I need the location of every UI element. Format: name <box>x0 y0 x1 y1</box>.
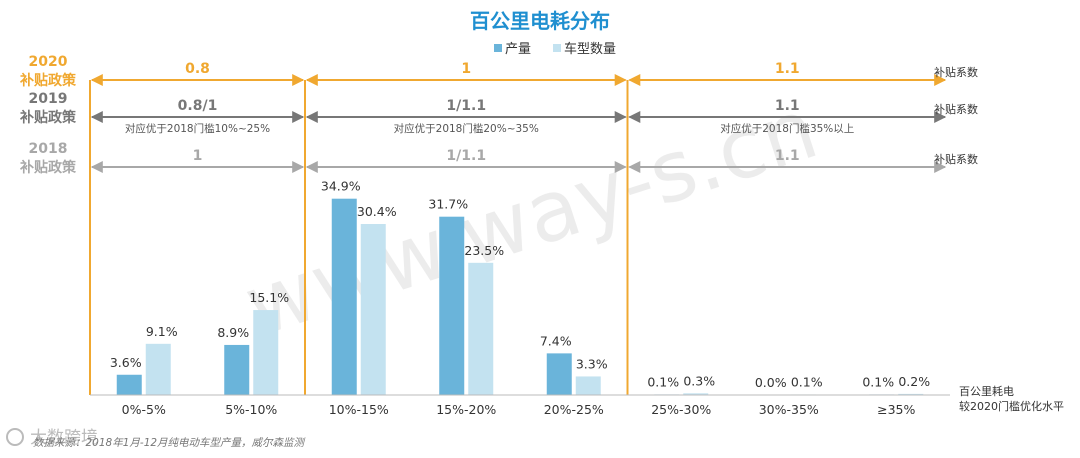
policy-coef-2019-3: 1.1 <box>775 98 800 114</box>
policy-coef-2020-2: 1 <box>461 61 471 77</box>
x-tick-label-5: 20%-25% <box>544 402 604 417</box>
source-note: 数据来源：2018年1月-12月纯电动车型产量，威尔森监测 <box>33 437 306 449</box>
data-label-model-count-4: 23.5% <box>464 243 504 258</box>
watermark-text: www.way-s.cn <box>234 79 829 356</box>
data-label-model-count-2: 15.1% <box>249 290 289 305</box>
policy-coef-2018-2: 1/1.1 <box>446 148 486 164</box>
policy-coef-2020-1: 0.8 <box>185 61 210 77</box>
policy-name-2019: 补贴政策 <box>19 109 77 126</box>
data-label-production-3: 34.9% <box>321 179 361 194</box>
bar-model-count-8 <box>898 393 924 395</box>
coef-label-2019: 补贴系数 <box>934 102 978 116</box>
bar-production-4 <box>439 216 465 395</box>
data-label-model-count-7: 0.1% <box>791 374 823 389</box>
chart-title: 百公里电耗分布 <box>470 9 610 33</box>
legend-label-production: 产量 <box>505 42 531 57</box>
policy-rows: 2020 补贴政策 0.8 1 1.1 补贴系数 2019 补贴政策 0.8/1 对应优于2018… <box>19 54 978 176</box>
x-tick-label-4: 15%-20% <box>436 402 496 417</box>
data-label-production-7: 0.0% <box>755 375 787 390</box>
policy-year-2019: 2019 <box>29 91 68 107</box>
policy-name-2018: 补贴政策 <box>19 159 77 176</box>
x-tick-label-8: ≥35% <box>877 402 915 417</box>
x-tick-label-6: 25%-30% <box>651 402 711 417</box>
logo-icon <box>6 428 24 446</box>
bar-model-count-5 <box>575 376 601 395</box>
policy-year-2018: 2018 <box>29 141 68 157</box>
x-tick-label-7: 30%-35% <box>759 402 819 417</box>
x-tick-label-1: 0%-5% <box>122 402 166 417</box>
bar-model-count-6 <box>683 393 709 395</box>
data-label-production-6: 0.1% <box>647 374 679 389</box>
data-label-model-count-1: 9.1% <box>146 324 178 339</box>
data-label-production-8: 0.1% <box>862 374 894 389</box>
bar-model-count-1 <box>145 343 171 395</box>
data-label-model-count-8: 0.2% <box>898 374 930 389</box>
legend-label-model-count: 车型数量 <box>564 41 616 57</box>
x-tick-label-3: 10%-15% <box>329 402 389 417</box>
policy-coef-2020-3: 1.1 <box>775 61 800 77</box>
policy-dividers <box>89 80 629 395</box>
policy-name-2020: 补贴政策 <box>19 72 77 89</box>
data-label-model-count-6: 0.3% <box>683 373 715 388</box>
legend: 产量 车型数量 <box>494 41 616 57</box>
bar-series: 3.6% 9.1% 8.9% 15.1% 34.9% 30.4% 31.7% 23.5% 7.4… <box>110 179 930 395</box>
legend-swatch-production <box>494 44 502 52</box>
x-tick-label-2: 5%-10% <box>225 402 277 417</box>
policy-note-2019-2: 对应优于2018门槛20%~35% <box>394 122 539 135</box>
bar-production-5 <box>546 353 572 395</box>
bar-production-3 <box>331 198 357 395</box>
bar-model-count-2 <box>253 310 279 395</box>
data-label-production-2: 8.9% <box>217 325 249 340</box>
policy-coef-2018-1: 1 <box>193 148 203 164</box>
policy-coef-2019-1: 0.8/1 <box>178 98 218 114</box>
x-axis-tick-labels: 0%-5% 5%-10% 10%-15% 15%-20% 20%-25% 25%-30% 3… <box>122 402 916 417</box>
logo-text: 大数跨境 <box>30 428 98 448</box>
policy-coef-2019-2: 1/1.1 <box>446 98 486 114</box>
legend-swatch-model-count <box>553 44 561 52</box>
data-label-production-1: 3.6% <box>110 355 142 370</box>
data-label-production-5: 7.4% <box>540 333 572 348</box>
data-label-model-count-5: 3.3% <box>576 356 608 371</box>
policy-coef-2018-3: 1.1 <box>775 148 800 164</box>
policy-year-2020: 2020 <box>29 54 68 70</box>
data-label-model-count-3: 30.4% <box>357 204 397 219</box>
coef-label-2018: 补贴系数 <box>934 152 978 166</box>
x-axis-label-line1: 百公里耗电 <box>959 385 1014 398</box>
logo: 大数跨境 <box>6 428 98 448</box>
bar-production-1 <box>116 374 142 395</box>
x-axis-label-line2: 较2020门槛优化水平 <box>959 399 1064 413</box>
policy-note-2019-1: 对应优于2018门槛10%~25% <box>125 122 270 135</box>
bar-production-2 <box>224 344 250 395</box>
coef-label-2020: 补贴系数 <box>934 65 978 79</box>
data-label-production-4: 31.7% <box>428 197 468 212</box>
bar-model-count-4 <box>468 262 494 395</box>
bar-model-count-3 <box>360 224 386 395</box>
policy-note-2019-3: 对应优于2018门槛35%以上 <box>720 122 854 135</box>
